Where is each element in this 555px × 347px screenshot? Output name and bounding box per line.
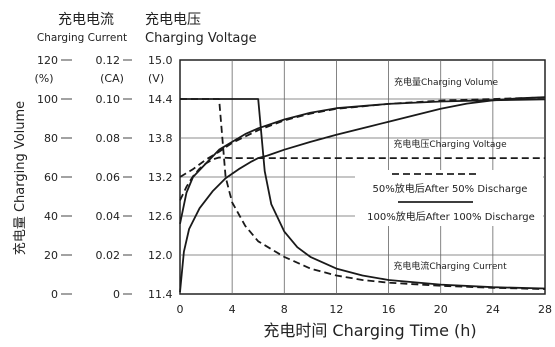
tick-x: 16	[382, 303, 396, 316]
tick-volume: 0	[51, 288, 58, 301]
tick-current: 0	[113, 288, 120, 301]
ylabel-volume: 充电量 Charging Volume	[12, 101, 28, 255]
tick-current: 0.02	[96, 249, 121, 262]
tick-current: 0.12	[96, 54, 121, 67]
tick-volume: 100	[37, 93, 58, 106]
legend-box	[355, 170, 543, 226]
tick-x: 24	[486, 303, 500, 316]
tick-current: 0.08	[96, 132, 121, 145]
tick-x: 12	[329, 303, 343, 316]
tick-volume: 80	[44, 132, 58, 145]
header-voltage-cn: 充电电压	[145, 12, 201, 28]
tick-volume: 60	[44, 171, 58, 184]
tick-voltage: 11.4	[148, 288, 173, 301]
series-volume-dashed	[179, 96, 546, 178]
tick-voltage: 12.0	[148, 249, 173, 262]
unit-voltage: (V)	[148, 72, 164, 85]
annotation-volume: 充电量Charging Volume	[394, 76, 498, 88]
tick-voltage: 13.8	[148, 132, 173, 145]
tick-current: 0.04	[96, 210, 121, 223]
unit-volume: (%)	[34, 72, 53, 85]
tick-voltage: 15.0	[148, 54, 173, 67]
tick-voltage: 13.2	[148, 171, 173, 184]
xlabel: 充电时间 Charging Time (h)	[263, 321, 476, 340]
header-current-en: Charging Current	[37, 32, 127, 44]
tick-x: 28	[538, 303, 552, 316]
tick-volume: 20	[44, 249, 58, 262]
series-voltage-solid	[179, 96, 546, 293]
header-current-cn: 充电电流	[58, 12, 114, 28]
annotation-voltage: 充电电压Charging Voltage	[393, 138, 507, 150]
annotation-current: 充电电流Charging Current	[393, 260, 507, 272]
tick-current: 0.10	[96, 93, 121, 106]
tick-x: 8	[281, 303, 288, 316]
tick-x: 0	[177, 303, 184, 316]
series-current-dashed	[180, 98, 546, 290]
tick-x: 4	[229, 303, 236, 316]
tick-volume: 40	[44, 210, 58, 223]
legend-50-label: 50%放电后After 50% Discharge	[373, 182, 528, 195]
series-voltage-dashed	[179, 156, 545, 201]
unit-current: (CA)	[100, 72, 124, 85]
tick-voltage: 14.4	[148, 93, 173, 106]
legend-100-label: 100%放电后After 100% Discharge	[367, 210, 535, 223]
tick-volume: 120	[37, 54, 58, 67]
tick-current: 0.06	[96, 171, 121, 184]
tick-voltage: 12.6	[148, 210, 173, 223]
series-group	[179, 96, 546, 293]
header-voltage-en: Charging Voltage	[145, 31, 257, 46]
series-current-solid	[180, 98, 546, 290]
tick-x: 20	[434, 303, 448, 316]
